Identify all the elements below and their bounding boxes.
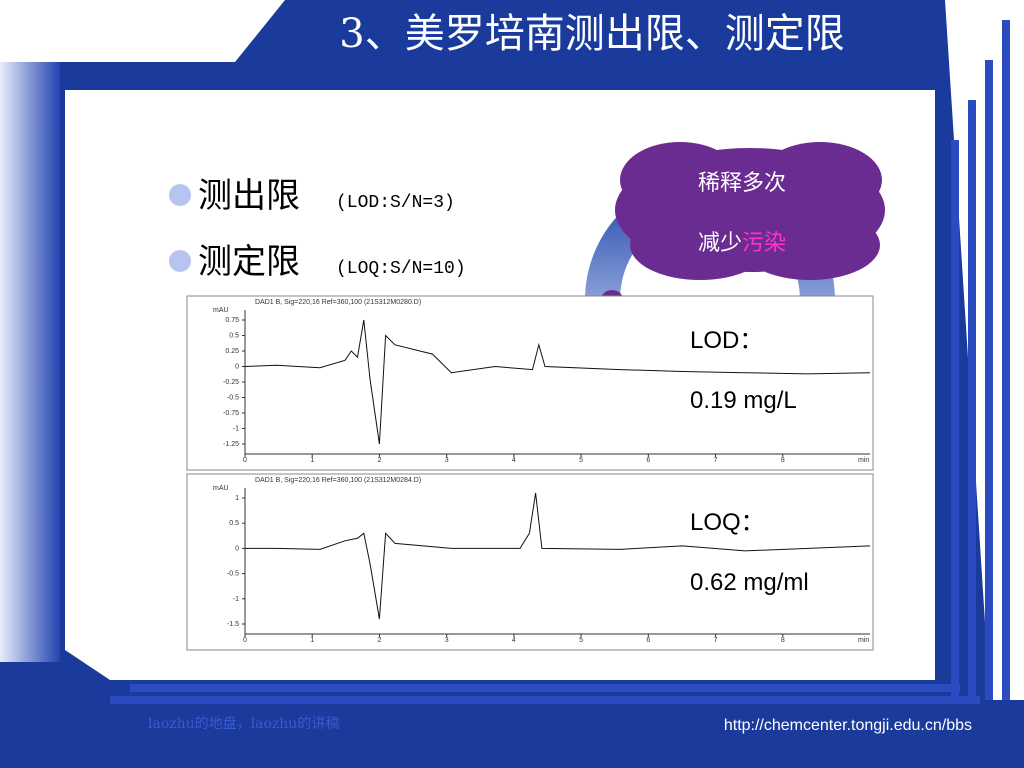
- y-tick-label: 0.75: [225, 317, 239, 324]
- corner: [0, 0, 285, 62]
- title: 3、美罗培南测出限、测定限: [339, 11, 844, 57]
- y-unit: mAU: [213, 307, 229, 314]
- y-tick-label: 0: [235, 364, 239, 371]
- bullet-dot: [169, 184, 191, 206]
- footer-left: laozhu的地盘，laozhu的讲稿: [148, 715, 339, 732]
- trace: [245, 492, 871, 620]
- result-label: LOQ：: [690, 509, 765, 536]
- chromatograms: DAD1 B, Sig=220,16 Ref=360,100 (21S312M0…: [186, 295, 874, 651]
- left-strip: [0, 62, 60, 662]
- x-tick-label: 4: [512, 457, 516, 464]
- y-tick-label: 0.25: [225, 348, 239, 355]
- x-tick-label: 5: [579, 637, 583, 644]
- x-tick-label: 7: [714, 637, 718, 644]
- chart-frame: [186, 473, 874, 651]
- x-unit: min: [858, 457, 869, 464]
- cloud-text: 稀释多次: [698, 171, 786, 196]
- bullet-note: (LOQ:S/N=10): [336, 259, 466, 279]
- x-tick-label: 8: [781, 457, 785, 464]
- chart-header: DAD1 B, Sig=220,16 Ref=360,100 (21S312M0…: [255, 477, 421, 484]
- y-tick-label: -1.5: [227, 621, 239, 628]
- y-tick-label: -0.25: [223, 379, 239, 386]
- y-tick-label: 0.5: [229, 520, 239, 527]
- stripes: [110, 20, 1010, 704]
- x-tick-label: 0: [243, 457, 247, 464]
- y-tick-label: -1: [233, 426, 239, 433]
- x-tick-label: 8: [781, 637, 785, 644]
- trace: [244, 319, 871, 445]
- bullet-dot: [169, 250, 191, 272]
- result-value: 0.62 mg/ml: [690, 569, 809, 596]
- y-tick-label: -0.75: [223, 410, 239, 417]
- x-tick-label: 3: [445, 457, 449, 464]
- x-tick-label: 6: [646, 457, 650, 464]
- x-tick-label: 5: [579, 457, 583, 464]
- y-unit: mAU: [213, 485, 229, 492]
- bullet-term: 测出限: [198, 176, 300, 216]
- y-tick-label: 0.5: [229, 333, 239, 340]
- bullet-term: 测定限: [198, 242, 300, 282]
- cloud-plain: 减少: [698, 231, 742, 256]
- x-tick-label: 4: [512, 637, 516, 644]
- bullets: 测出限 (LOD:S/N=3) 测定限 (LOQ:S/N=10): [169, 176, 466, 282]
- x-tick-label: 2: [377, 637, 381, 644]
- result-label: LOD：: [690, 327, 763, 354]
- y-tick-label: -0.5: [227, 571, 239, 578]
- cloud-text: 减少污染: [698, 231, 786, 256]
- y-tick-label: 0: [235, 545, 239, 552]
- x-tick-label: 7: [714, 457, 718, 464]
- y-tick-label: -1.25: [223, 441, 239, 448]
- x-tick-label: 2: [377, 457, 381, 464]
- y-tick-label: -0.5: [227, 395, 239, 402]
- footer-right: http://chemcenter.tongji.edu.cn/bbs: [724, 717, 972, 734]
- cloud: [504, 142, 885, 371]
- x-tick-label: 3: [445, 637, 449, 644]
- x-unit: min: [858, 637, 869, 644]
- x-tick-label: 0: [243, 637, 247, 644]
- x-tick-label: 1: [310, 637, 314, 644]
- x-tick-label: 1: [310, 457, 314, 464]
- bullet-note: (LOD:S/N=3): [336, 193, 455, 213]
- result-value: 0.19 mg/L: [690, 387, 797, 414]
- x-tick-label: 6: [646, 637, 650, 644]
- y-tick-label: 1: [235, 495, 239, 502]
- chart-frame: [186, 295, 874, 471]
- chart-header: DAD1 B, Sig=220,16 Ref=360,100 (21S312M0…: [255, 299, 421, 306]
- y-tick-label: -1: [233, 596, 239, 603]
- cloud-highlight: 污染: [742, 231, 786, 256]
